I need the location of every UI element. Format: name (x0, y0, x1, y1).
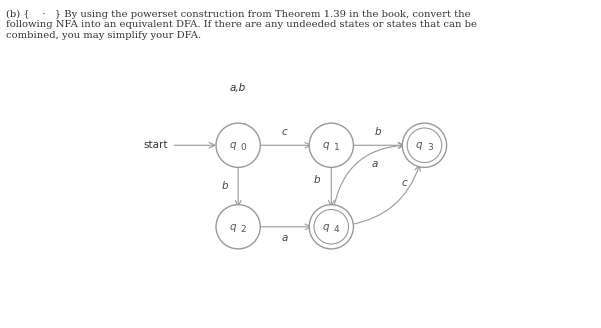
Text: a: a (281, 234, 288, 243)
Circle shape (402, 123, 447, 167)
Circle shape (216, 205, 260, 249)
Text: 3: 3 (427, 143, 433, 152)
Text: a: a (372, 159, 378, 169)
Text: 0: 0 (240, 143, 246, 152)
Text: q: q (229, 140, 236, 150)
Text: 1: 1 (334, 143, 340, 152)
Text: b: b (222, 181, 228, 191)
Text: b: b (374, 128, 381, 137)
Text: q: q (415, 140, 422, 150)
Text: c: c (401, 178, 407, 188)
Circle shape (216, 123, 260, 167)
Text: q: q (322, 222, 329, 232)
Circle shape (309, 123, 353, 167)
Text: start: start (144, 140, 168, 150)
Text: (b) {    ·   } By using the powerset construction from Theorem 1.39 in the book,: (b) { · } By using the powerset construc… (6, 10, 477, 40)
Text: q: q (322, 140, 329, 150)
Text: c: c (282, 128, 288, 137)
Circle shape (309, 205, 353, 249)
Text: b: b (314, 175, 320, 185)
Text: q: q (229, 222, 236, 232)
Text: 2: 2 (240, 225, 246, 234)
Text: 4: 4 (334, 225, 339, 234)
Text: a,b: a,b (230, 83, 246, 93)
